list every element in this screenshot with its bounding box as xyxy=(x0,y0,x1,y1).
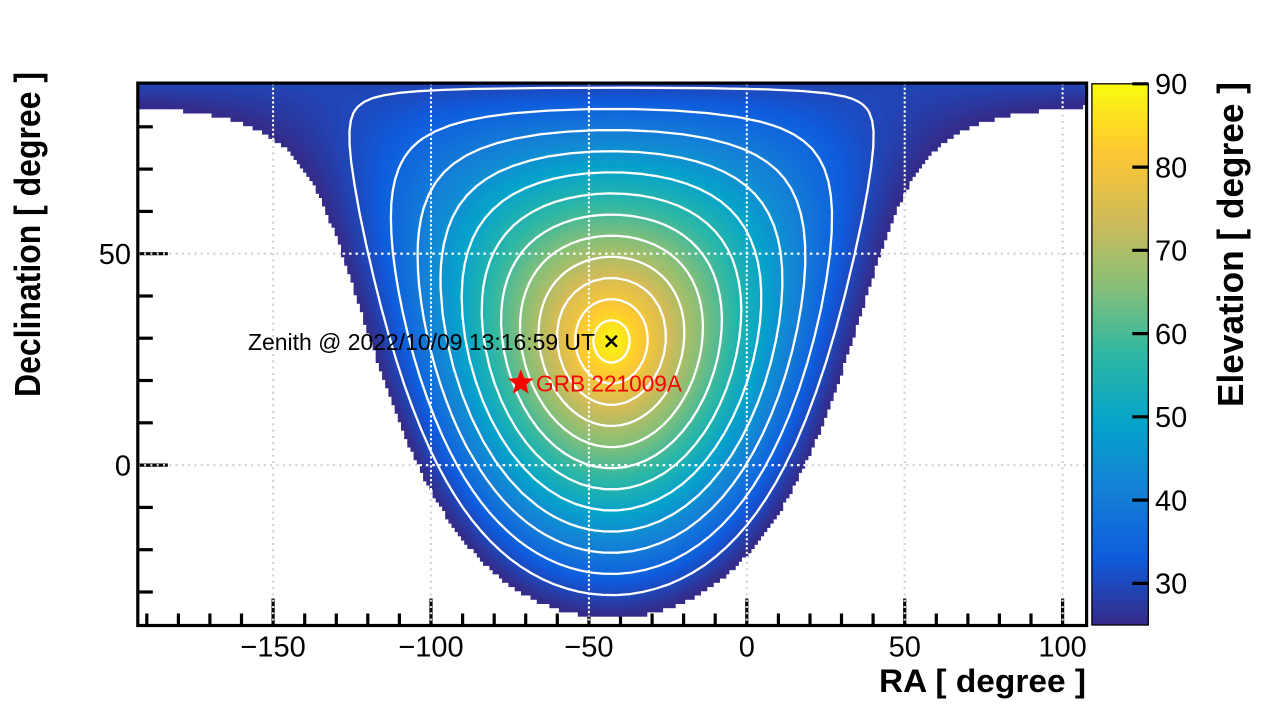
svg-text:Elevation [ degree ]: Elevation [ degree ] xyxy=(1210,82,1251,407)
svg-text:100: 100 xyxy=(1038,632,1086,664)
svg-text:Declination [ degree ]: Declination [ degree ] xyxy=(7,72,48,397)
svg-text:30: 30 xyxy=(1155,569,1187,601)
svg-text:90: 90 xyxy=(1155,69,1187,101)
svg-text:40: 40 xyxy=(1155,485,1187,517)
svg-text:Zenith @ 2022/10/09 13:16:59 U: Zenith @ 2022/10/09 13:16:59 UT xyxy=(248,329,595,355)
svg-text:RA [ degree ]: RA [ degree ] xyxy=(879,663,1086,699)
svg-text:0: 0 xyxy=(739,632,755,664)
svg-text:70: 70 xyxy=(1155,236,1187,268)
svg-text:60: 60 xyxy=(1155,319,1187,351)
svg-text:−100: −100 xyxy=(398,632,463,664)
svg-text:50: 50 xyxy=(99,239,131,271)
svg-text:50: 50 xyxy=(889,632,921,664)
svg-text:50: 50 xyxy=(1155,402,1187,434)
svg-text:−150: −150 xyxy=(240,632,305,664)
svg-text:0: 0 xyxy=(115,451,131,483)
svg-text:80: 80 xyxy=(1155,152,1187,184)
svg-text:GRB 221009A: GRB 221009A xyxy=(536,371,683,397)
svg-text:−50: −50 xyxy=(564,632,613,664)
